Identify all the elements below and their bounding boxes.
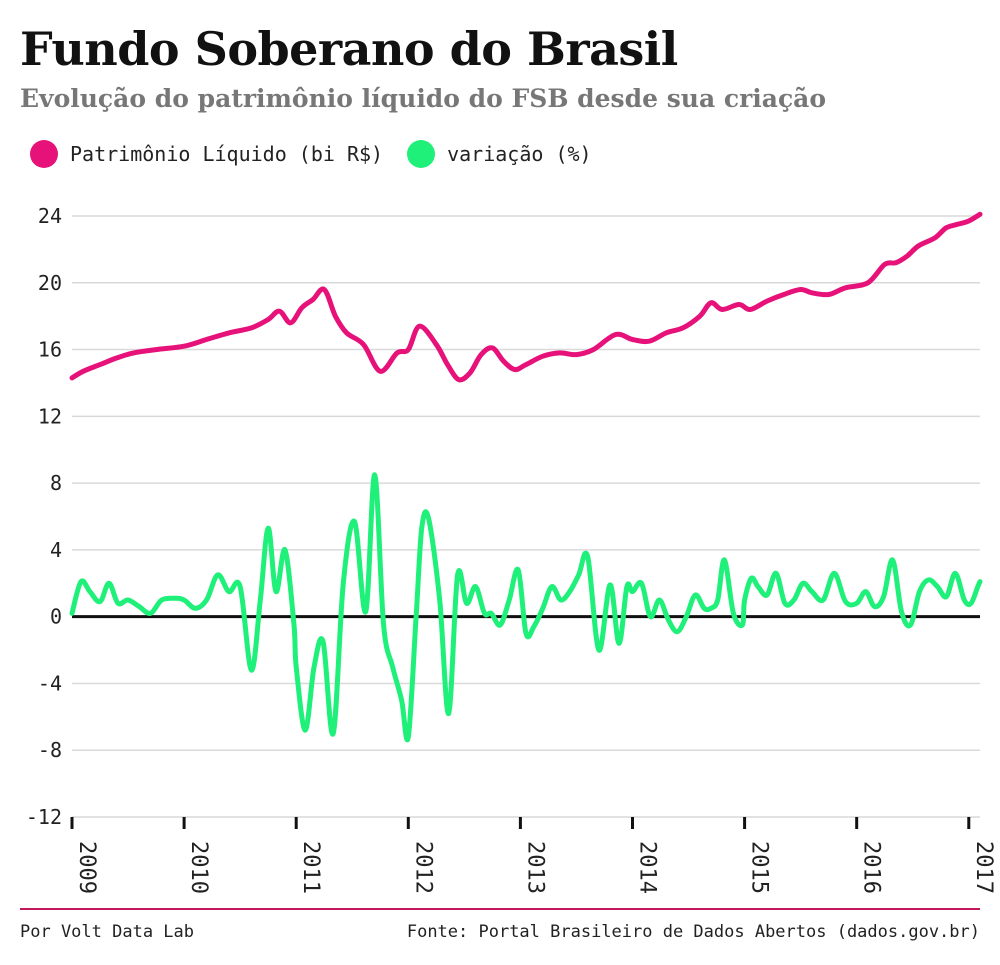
chart-title: Fundo Soberano do Brasil	[20, 22, 678, 76]
x-tick-label: 2013	[522, 841, 547, 894]
y-tick-label: 24	[38, 204, 62, 228]
series-lines	[69, 211, 983, 743]
y-axis-ticks: 24 20 16 12 8 4 0 -4 -8 -12	[26, 204, 62, 829]
legend-label-variacao: variação (%)	[447, 142, 592, 166]
x-tick-label: 2014	[634, 841, 659, 894]
x-tick-label: 2012	[410, 841, 435, 894]
grid-lines	[72, 215, 980, 818]
x-tick-label: 2015	[747, 841, 772, 894]
y-tick-label: 4	[50, 538, 62, 562]
variacao-line	[69, 472, 983, 743]
y-tick-label: 16	[38, 338, 62, 362]
footer-divider	[20, 908, 980, 910]
y-tick-label: -12	[26, 805, 62, 829]
legend-dot-patrimonio	[30, 140, 58, 168]
legend-item-variacao: variação (%)	[407, 140, 592, 168]
y-tick-label: -8	[38, 738, 62, 762]
x-tick-label: 2016	[859, 841, 884, 894]
x-tick-label: 2010	[186, 841, 211, 894]
footer-source: Fonte: Portal Brasileiro de Dados Aberto…	[406, 922, 980, 942]
x-tick-label: 2011	[298, 841, 323, 894]
legend-label-patrimonio: Patrimônio Líquido (bi R$)	[70, 142, 384, 166]
footer-credit: Por Volt Data Lab	[20, 922, 194, 942]
y-tick-label: 20	[38, 271, 62, 295]
legend-item-patrimonio: Patrimônio Líquido (bi R$)	[30, 140, 383, 168]
patrimonio-liquido-line	[69, 211, 983, 383]
legend: Patrimônio Líquido (bi R$) variação (%)	[30, 140, 616, 168]
y-tick-label: -4	[38, 671, 62, 695]
y-tick-label: 8	[50, 471, 62, 495]
y-tick-label: 12	[38, 404, 62, 428]
x-tick-label: 2017	[971, 841, 996, 894]
chart-subtitle: Evolução do patrimônio líquido do FSB de…	[20, 84, 827, 113]
x-tick-label: 2009	[74, 841, 99, 894]
y-tick-label: 0	[50, 605, 62, 629]
x-axis: 2009 2010 2011 2012 2013 2014 2015 2016 2017	[70, 817, 996, 894]
legend-dot-variacao	[407, 140, 436, 168]
